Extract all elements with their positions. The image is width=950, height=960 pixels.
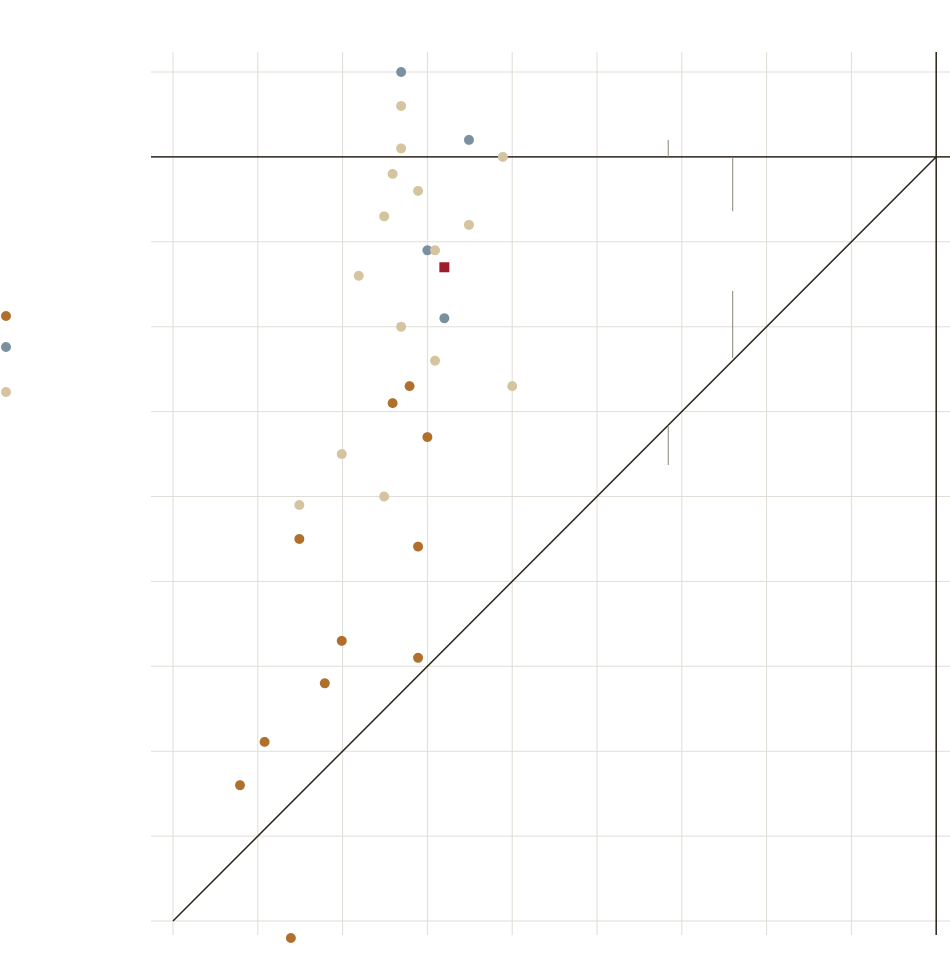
legend-marker xyxy=(1,387,11,397)
data-point xyxy=(413,541,424,552)
data-point xyxy=(430,355,441,366)
gridlines xyxy=(151,52,950,935)
data-point xyxy=(422,245,433,256)
data-point xyxy=(259,736,270,747)
data-point xyxy=(294,533,305,544)
data-point xyxy=(463,134,474,145)
data-point xyxy=(379,491,390,502)
data-point xyxy=(353,270,364,281)
diagonal-reference-line xyxy=(172,156,937,922)
legend xyxy=(1,311,11,397)
reference-lines xyxy=(151,52,950,935)
data-point xyxy=(507,381,518,392)
data-point xyxy=(404,381,415,392)
data-point xyxy=(463,219,474,230)
data-point xyxy=(430,245,441,256)
data-point xyxy=(336,635,347,646)
range-segments xyxy=(667,139,734,466)
data-point xyxy=(413,185,424,196)
data-point xyxy=(387,168,398,179)
data-point xyxy=(396,67,407,77)
data-point xyxy=(396,100,407,111)
data-points xyxy=(234,67,518,943)
legend-marker xyxy=(1,311,11,321)
data-point xyxy=(285,932,296,943)
data-point xyxy=(439,313,450,324)
data-point-square xyxy=(439,262,450,273)
data-point xyxy=(319,678,330,689)
data-point xyxy=(422,432,433,443)
legend-marker xyxy=(1,342,11,352)
data-point xyxy=(234,780,245,791)
data-point xyxy=(294,499,305,510)
data-point xyxy=(336,449,347,460)
data-point xyxy=(379,211,390,222)
data-point xyxy=(396,321,407,332)
data-point xyxy=(387,398,398,409)
data-point xyxy=(413,652,424,663)
data-point xyxy=(497,151,508,162)
data-point xyxy=(396,143,407,154)
